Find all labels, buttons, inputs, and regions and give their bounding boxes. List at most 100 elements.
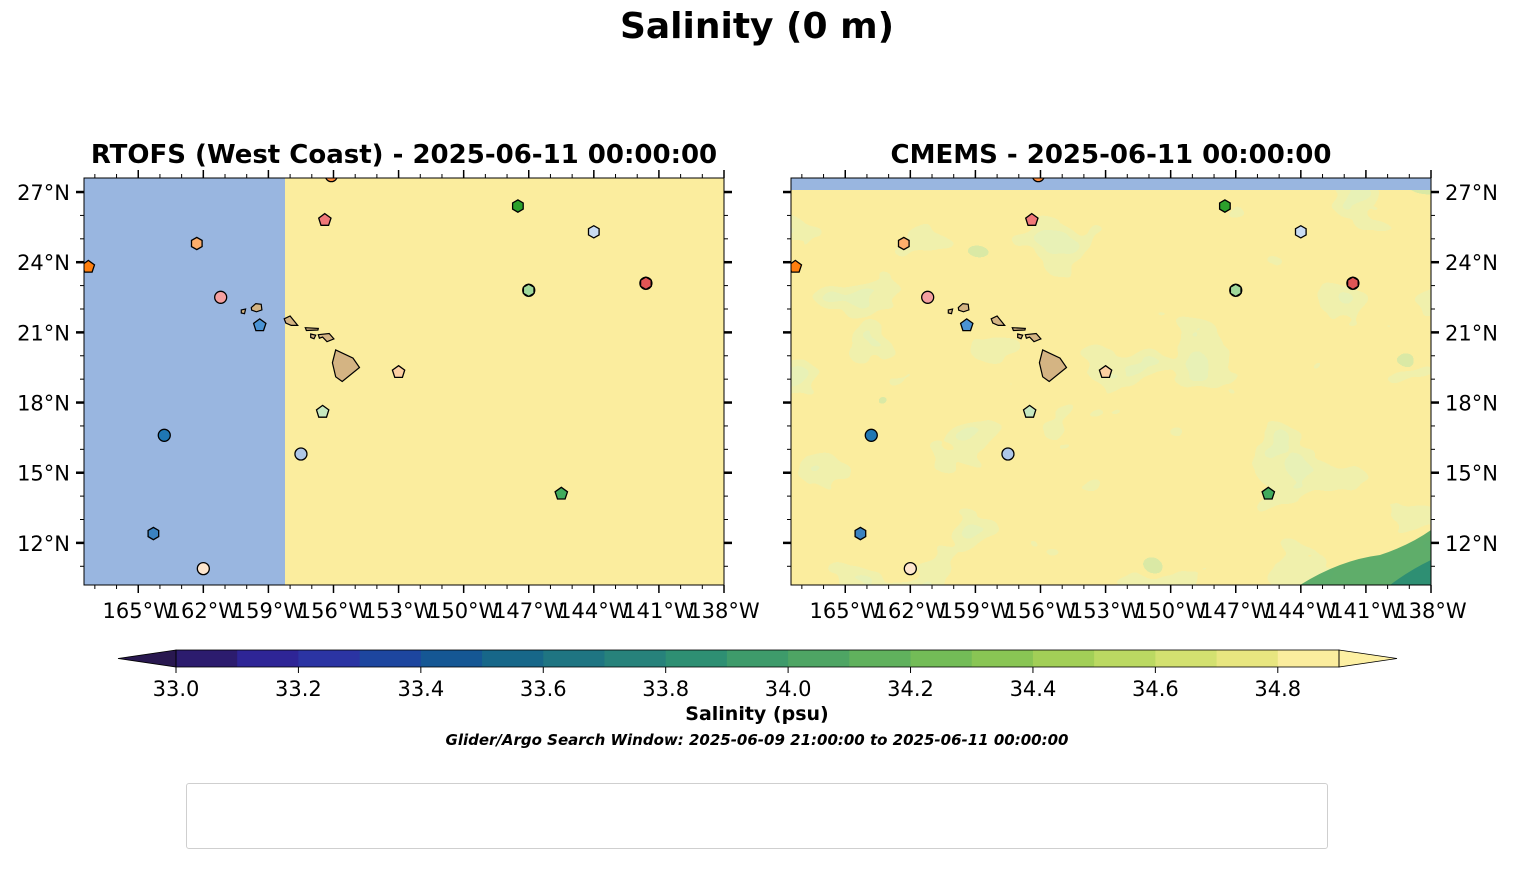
x-tick-label: 165°W xyxy=(810,599,882,623)
platform-markers xyxy=(84,178,653,576)
colorbar-tick-label: 33.6 xyxy=(520,677,567,701)
x-tick-label: 144°W xyxy=(558,599,630,623)
x-tick-label: 138°W xyxy=(688,599,760,623)
y-tick-label: 27°N xyxy=(17,181,70,205)
island-3 xyxy=(1011,327,1027,332)
y-tick-label: 18°N xyxy=(1445,392,1498,416)
x-tick-label: 153°W xyxy=(363,599,435,623)
colorbar-segment xyxy=(298,650,361,667)
island-0 xyxy=(957,302,970,313)
island-4 xyxy=(317,332,335,343)
x-tick-label: 141°W xyxy=(623,599,695,623)
platform-5906095-marker xyxy=(196,561,210,576)
colorbar-segment xyxy=(910,650,973,667)
colorbar-segment xyxy=(971,650,1034,667)
cmems-salinity-map xyxy=(791,178,1431,585)
colorbar-segment xyxy=(237,650,299,667)
island-1 xyxy=(240,308,247,315)
cmems-axes: 165°W162°W159°W156°W153°W150°W147°W144°W… xyxy=(783,170,1498,623)
x-tick-label: 144°W xyxy=(1265,599,1337,623)
colorbar-segment xyxy=(1277,650,1340,667)
platform-5906095-marker xyxy=(903,561,917,576)
colorbar-extend-low xyxy=(117,649,177,668)
colorbar-segment xyxy=(1155,650,1218,667)
x-tick-label: 150°W xyxy=(1135,599,1207,623)
x-tick-label: 150°W xyxy=(428,599,500,623)
platform-5906529-marker xyxy=(1229,283,1242,298)
low-salinity-se-corner xyxy=(1300,530,1431,585)
island-5 xyxy=(310,333,317,340)
colorbar-tick-label: 34.8 xyxy=(1254,677,1301,701)
colorbar-tick-label: 33.2 xyxy=(275,677,322,701)
x-tick-label: 159°W xyxy=(233,599,305,623)
y-tick-label: 15°N xyxy=(17,462,70,486)
platform-5905272-marker xyxy=(1098,364,1113,379)
low-salinity-se-corner-core xyxy=(1390,560,1431,585)
y-tick-label: 12°N xyxy=(17,532,70,556)
platform-5906757-marker xyxy=(1022,404,1037,418)
platform-5906471-marker xyxy=(554,486,569,500)
y-tick-label: 12°N xyxy=(1445,532,1498,556)
platform-4903503-marker xyxy=(1032,178,1045,183)
platform-4903507-marker xyxy=(897,236,910,251)
cmems-map-frame xyxy=(790,177,1432,586)
platform-markers xyxy=(791,178,1360,576)
x-tick-label: 147°W xyxy=(493,599,565,623)
missing-data-region xyxy=(84,178,285,585)
colorbar-segment xyxy=(788,650,850,667)
salinity-field-lower xyxy=(791,178,1431,585)
platform-5906854-marker xyxy=(639,276,652,291)
hawaiian-islands xyxy=(240,302,361,383)
rtofs-map-frame xyxy=(83,177,725,586)
x-tick-label: 156°W xyxy=(298,599,370,623)
island-1 xyxy=(947,308,954,315)
y-tick-label: 21°N xyxy=(17,321,70,345)
colorbar-segment xyxy=(359,650,422,667)
colorbar-segment xyxy=(726,650,789,667)
rtofs-panel-title: RTOFS (West Coast) - 2025-06-11 00:00:00 xyxy=(90,140,718,170)
y-tick-label: 18°N xyxy=(17,392,70,416)
island-3 xyxy=(304,327,320,332)
colorbar-segment xyxy=(849,650,912,667)
platform-7901106-marker xyxy=(921,290,935,304)
platform-4903322-marker xyxy=(84,259,96,273)
y-tick-label: 15°N xyxy=(1445,462,1498,486)
colorbar-tick-label: 34.0 xyxy=(765,677,812,701)
platform-5906854-marker xyxy=(1346,276,1359,291)
colorbar-segment xyxy=(665,650,728,667)
platform-5906369-marker xyxy=(1218,199,1231,213)
platform-4903321-marker xyxy=(1294,224,1307,239)
colorbar-segment xyxy=(420,650,483,667)
colorbar-segment xyxy=(1094,650,1156,667)
colorbar-segment xyxy=(1216,650,1279,667)
hawaiian-islands xyxy=(947,302,1068,383)
x-tick-label: 141°W xyxy=(1330,599,1402,623)
island-2 xyxy=(990,315,1006,326)
island-5 xyxy=(1017,333,1024,340)
search-window-note: Glider/Argo Search Window: 2025-06-09 21… xyxy=(445,731,1069,749)
platform-3902374-marker xyxy=(854,526,867,541)
platform-3902374-marker xyxy=(147,526,160,541)
y-tick-label: 24°N xyxy=(1445,251,1498,275)
figure-title: Salinity (0 m) xyxy=(619,6,895,47)
x-tick-label: 162°W xyxy=(875,599,947,623)
salinity-colorbar: 33.0 33.2 33.4 33.6 33.8 34.0 34.2 34.4 34.6 34.8 xyxy=(117,649,1398,701)
colorbar-segment xyxy=(176,650,238,667)
x-tick-label: 147°W xyxy=(1200,599,1272,623)
colorbar-frame xyxy=(175,649,1340,668)
colorbar-tick-label: 34.4 xyxy=(1010,677,1057,701)
colorbar-tick-label: 34.2 xyxy=(887,677,934,701)
colorbar-segment xyxy=(482,650,544,667)
platform-4903322-marker xyxy=(791,259,803,273)
colorbar-segment xyxy=(543,650,605,667)
platform-4903503-marker xyxy=(325,178,338,183)
platform-7901106-marker xyxy=(214,290,228,304)
y-tick-label: 27°N xyxy=(1445,181,1498,205)
island-6 xyxy=(1038,349,1068,383)
colorbar-segment xyxy=(1032,650,1095,667)
island-0 xyxy=(250,302,263,313)
cmems-panel-title: CMEMS - 2025-06-11 00:00:00 xyxy=(890,140,1332,170)
x-tick-label: 162°W xyxy=(168,599,240,623)
island-4 xyxy=(1024,332,1042,343)
